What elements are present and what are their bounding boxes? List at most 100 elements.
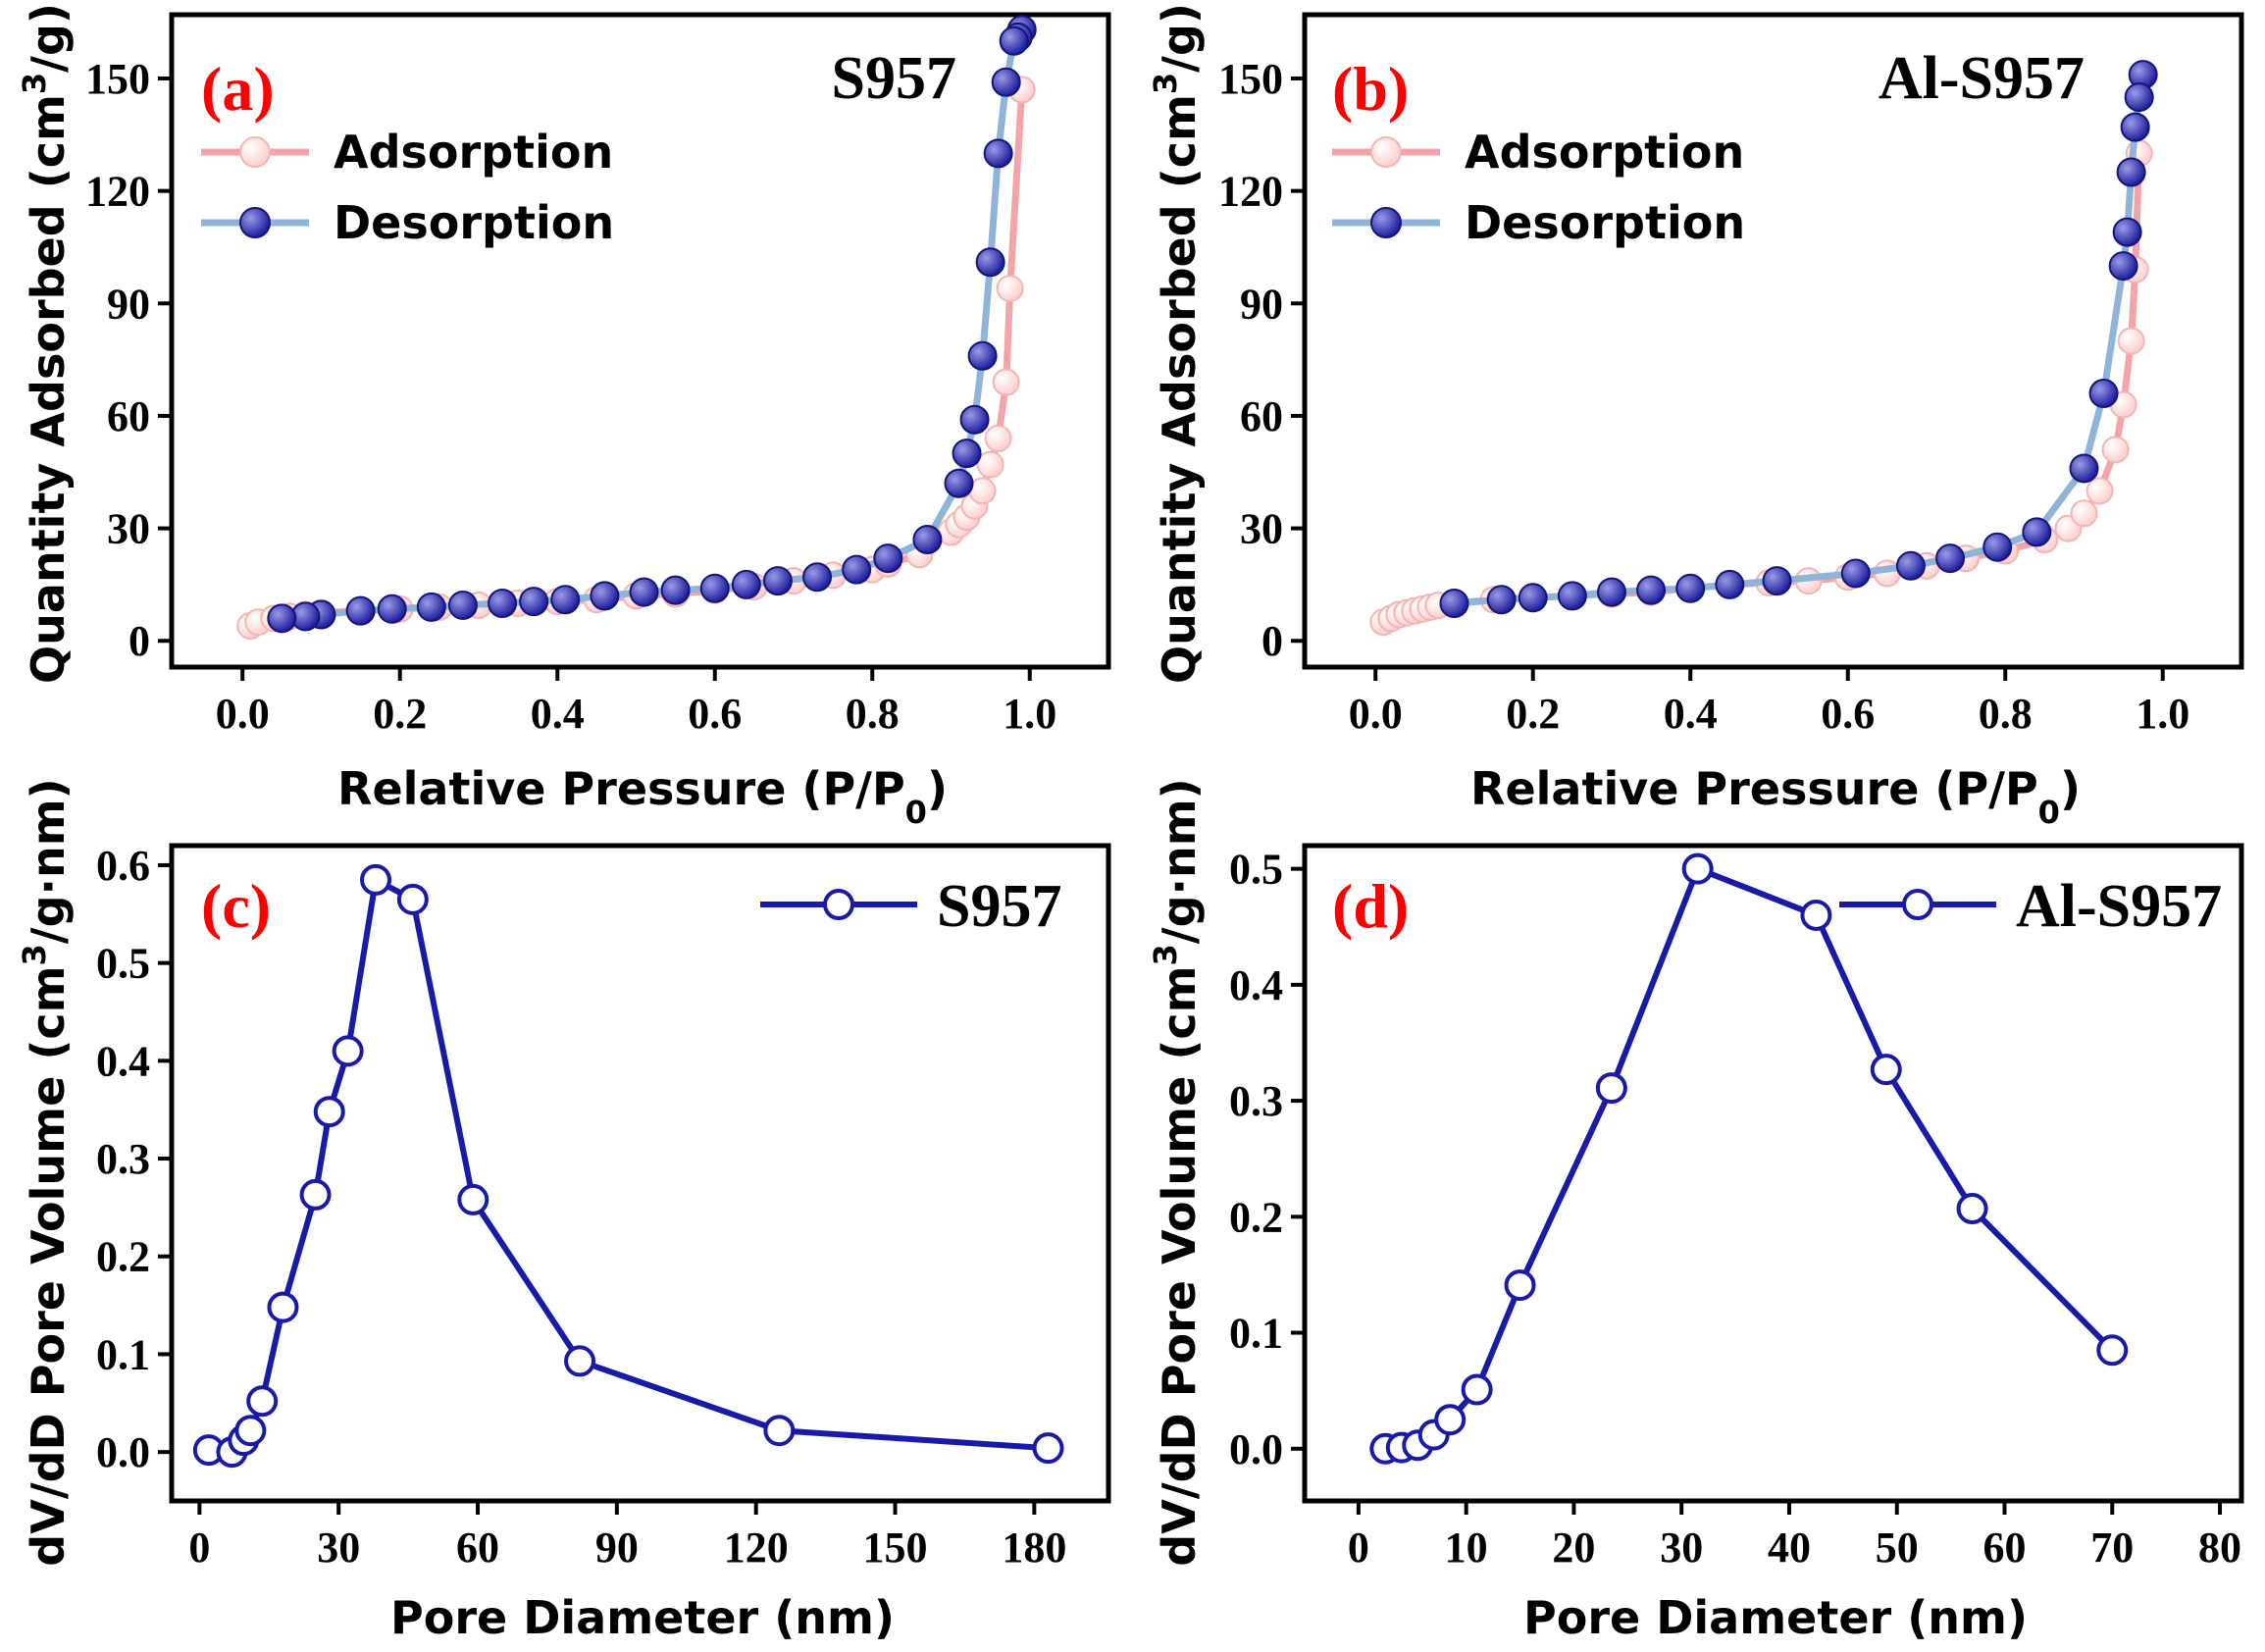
x-tick-label: 0.6 bbox=[1821, 690, 1875, 738]
data-point bbox=[1461, 1373, 1493, 1406]
data-point bbox=[629, 577, 659, 607]
y-tick-label: 0.0 bbox=[1229, 1425, 1283, 1473]
data-point bbox=[968, 477, 997, 505]
data-point bbox=[590, 581, 620, 611]
y-tick-label: 0.6 bbox=[96, 842, 150, 890]
data-point bbox=[267, 603, 297, 634]
data-point bbox=[2116, 157, 2146, 187]
data-point bbox=[1935, 543, 1966, 574]
data-point bbox=[2124, 82, 2154, 113]
x-tick-label: 60 bbox=[456, 1523, 499, 1572]
plot-area-frame bbox=[1302, 843, 2244, 1504]
plot-area-frame bbox=[1302, 12, 2244, 670]
data-point bbox=[1762, 566, 1792, 596]
y-tick-label: 120 bbox=[1218, 168, 1283, 216]
x-tick-label: 0.4 bbox=[531, 690, 585, 738]
chart-panel-d: 0 10 20 30 40 50 60 70 80 0.0 0.1 0.2 0.3 0.4 0.5 Pore … bbox=[1147, 778, 2244, 1644]
panel-label: (a) bbox=[201, 54, 275, 124]
data-point bbox=[2101, 436, 2130, 464]
legend-label: Desorption bbox=[1465, 196, 1745, 249]
series-line-al-s957 bbox=[1385, 865, 2115, 1452]
y-axis-title: dV/dD Pore Volume (cm3/g·nm) bbox=[1147, 778, 1206, 1566]
x-axis-title: Pore Diameter (nm) bbox=[390, 1591, 895, 1644]
legend-marker bbox=[823, 889, 854, 920]
x-tick-label: 0.8 bbox=[846, 690, 900, 738]
y-tick-label: 0.4 bbox=[96, 1037, 150, 1085]
data-point bbox=[234, 1415, 267, 1447]
series-line-s957 bbox=[208, 876, 1049, 1456]
data-point bbox=[246, 1385, 279, 1418]
y-axis-title: Quantity Adsorbed (cm3/g) bbox=[16, 3, 75, 684]
x-tick-label: 30 bbox=[317, 1523, 360, 1572]
data-point bbox=[488, 589, 518, 619]
x-tick-label: 180 bbox=[1002, 1523, 1066, 1572]
y-axis-title: dV/dD Pore Volume (cm3/g·nm) bbox=[16, 778, 75, 1566]
y-tick-label: 60 bbox=[107, 392, 150, 440]
y-tick-label: 0.0 bbox=[96, 1428, 150, 1476]
y-tick-label: 0 bbox=[1261, 617, 1283, 665]
y-tick-label: 0.3 bbox=[1229, 1077, 1283, 1125]
y-tick-label: 90 bbox=[107, 280, 150, 328]
data-point bbox=[1681, 852, 1714, 885]
legend-marker bbox=[239, 207, 271, 238]
y-tick-label: 30 bbox=[107, 505, 150, 553]
sample-title: S957 bbox=[832, 45, 956, 112]
x-tick-label: 0.4 bbox=[1664, 690, 1718, 738]
legend-marker bbox=[1902, 889, 1933, 920]
plot-area-frame bbox=[169, 12, 1111, 670]
data-point bbox=[967, 340, 998, 371]
data-point bbox=[2085, 477, 2114, 505]
data-point bbox=[699, 573, 730, 603]
series-line-desorption bbox=[1454, 74, 2147, 607]
data-point bbox=[762, 566, 793, 596]
data-point bbox=[2069, 453, 2099, 484]
legend-label: Desorption bbox=[334, 196, 614, 249]
y-tick-label: 90 bbox=[1240, 280, 1283, 328]
data-point bbox=[345, 595, 376, 626]
data-point bbox=[731, 569, 761, 599]
data-point bbox=[975, 247, 1005, 278]
y-tick-label: 150 bbox=[1218, 55, 1283, 103]
data-point bbox=[984, 424, 1012, 452]
data-point bbox=[2022, 517, 2052, 547]
data-point bbox=[912, 525, 943, 555]
x-tick-label: 0.2 bbox=[373, 690, 427, 738]
data-point bbox=[992, 368, 1020, 396]
panel-label: (b) bbox=[1332, 54, 1409, 124]
y-tick-label: 0.3 bbox=[96, 1135, 150, 1183]
data-point bbox=[1800, 899, 1832, 931]
data-point bbox=[2096, 1334, 2129, 1367]
y-tick-label: 0.1 bbox=[96, 1330, 150, 1378]
data-point bbox=[983, 138, 1013, 169]
legend-label: Adsorption bbox=[334, 126, 613, 179]
data-point bbox=[1715, 569, 1745, 599]
x-tick-label: 0 bbox=[188, 1523, 210, 1572]
y-tick-label: 0.2 bbox=[96, 1233, 150, 1281]
data-point bbox=[1636, 575, 1667, 605]
data-point bbox=[802, 562, 833, 593]
data-point bbox=[1557, 581, 1587, 611]
x-tick-label: 10 bbox=[1445, 1523, 1488, 1572]
data-point bbox=[457, 1183, 489, 1215]
y-tick-label: 60 bbox=[1240, 392, 1283, 440]
x-tick-label: 1.0 bbox=[1003, 690, 1056, 738]
y-tick-label: 0.5 bbox=[1229, 846, 1283, 894]
data-point bbox=[976, 450, 1004, 479]
legend-label: Al-S957 bbox=[2016, 873, 2222, 940]
data-point bbox=[660, 575, 691, 605]
x-tick-label: 0.8 bbox=[1979, 690, 2033, 738]
data-point bbox=[2112, 217, 2142, 247]
x-tick-label: 1.0 bbox=[2136, 690, 2189, 738]
legend-marker bbox=[239, 136, 271, 168]
data-point bbox=[842, 554, 872, 585]
data-point bbox=[2120, 112, 2150, 142]
y-tick-label: 0.4 bbox=[1229, 961, 1283, 1009]
data-point bbox=[360, 863, 392, 896]
data-point bbox=[1840, 558, 1871, 589]
x-axis-title: Relative Pressure (P/P0) bbox=[1470, 762, 2081, 831]
sample-title: Al-S957 bbox=[1879, 45, 2085, 112]
data-point bbox=[1982, 532, 2013, 562]
data-point bbox=[1895, 550, 1926, 581]
legend-label: Adsorption bbox=[1465, 126, 1744, 179]
